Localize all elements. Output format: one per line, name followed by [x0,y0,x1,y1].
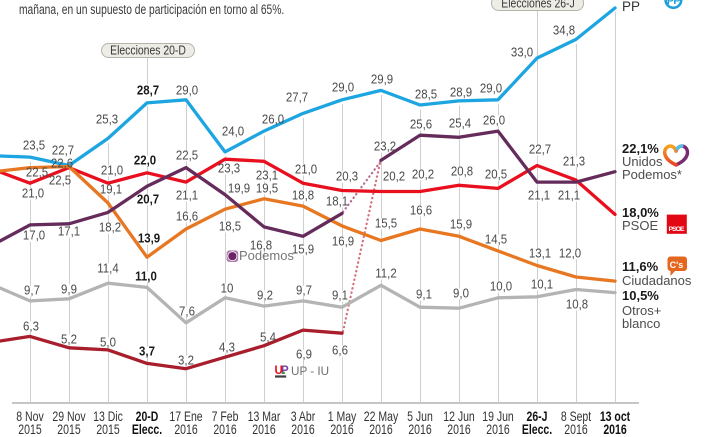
svg-text:PSOE: PSOE [669,226,685,233]
svg-text:C's: C's [670,260,684,270]
svg-text:PP: PP [667,0,681,7]
svg-text:U: U [275,365,283,377]
svg-text:P: P [281,365,289,377]
